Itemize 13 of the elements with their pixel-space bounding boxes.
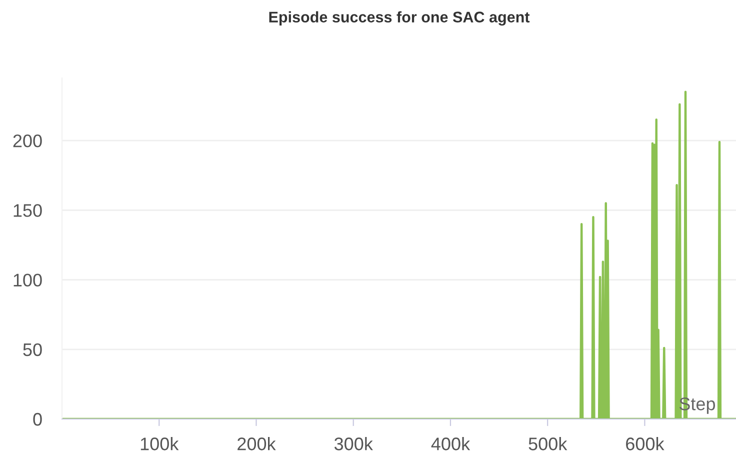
y-tick-label: 100 (14, 274, 42, 286)
x-tick-label: 300k (334, 437, 373, 450)
y-tick-label: 150 (14, 204, 42, 217)
x-tick-label: 500k (528, 437, 568, 450)
y-tick-label: 50 (23, 343, 42, 356)
x-tick-label: 100k (140, 437, 179, 450)
y-tick-label: 200 (13, 134, 42, 148)
x-tick-label: 200k (238, 437, 276, 450)
x-tick-label: 400k (431, 437, 470, 450)
y-tick-label: 0 (33, 412, 42, 426)
x-tick-label: 600k (626, 437, 664, 450)
line-series (62, 90, 736, 419)
chart-title: Episode success for one SAC agent (269, 11, 530, 26)
